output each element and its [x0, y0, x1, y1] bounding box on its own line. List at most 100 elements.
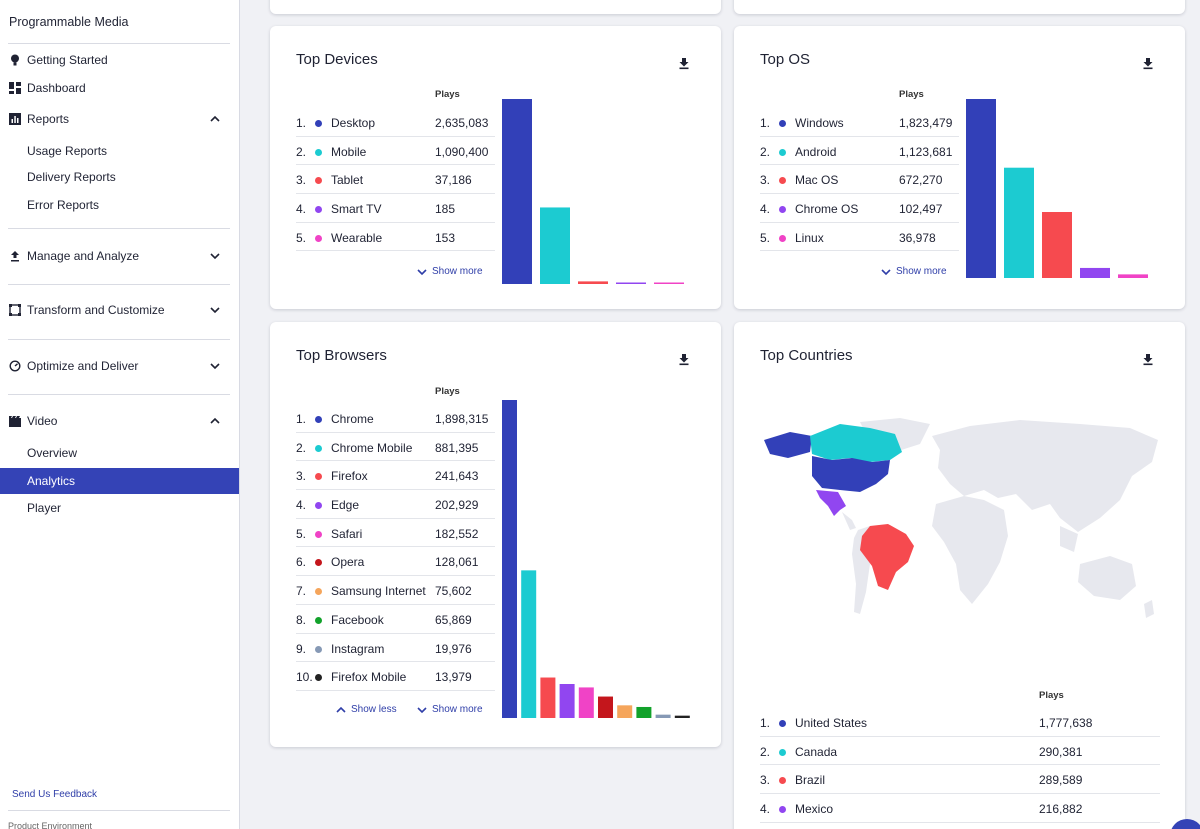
bar[interactable] [559, 684, 575, 718]
bar[interactable] [1042, 212, 1072, 278]
list-item: 10. Firefox Mobile 13,979 [296, 662, 495, 691]
legend-dot [779, 748, 786, 756]
chevron-down-icon[interactable] [209, 250, 221, 262]
item-name: Mobile [331, 144, 367, 159]
sidebar-item-label: Dashboard [27, 81, 86, 95]
top-browsers-card: Top Browsers Plays 1. Chrome 1,898,315 2. Ch… [270, 322, 721, 747]
sidebar-item-dashboard[interactable]: Dashboard [0, 75, 239, 101]
devices-list: 1. Desktop 2,635,083 2. Mobile 1,090,400 3. Tab… [296, 108, 495, 252]
sidebar-item-delivery-reports[interactable]: Delivery Reports [27, 170, 116, 184]
item-value: 128,061 [435, 555, 479, 570]
list-item: 5. Linux 36,978 [760, 223, 959, 252]
item-name: Chrome [331, 412, 374, 426]
legend-dot [315, 444, 322, 452]
rank-number: 5. [296, 230, 307, 245]
show-more-label: Show more [432, 704, 483, 715]
bar[interactable] [674, 715, 690, 718]
show-more-button[interactable]: Show more [417, 266, 483, 277]
rank-number: 4. [296, 498, 307, 513]
item-name: Tablet [331, 173, 364, 188]
list-item: 4. Smart TV 185 [296, 194, 495, 223]
countries-list: 1. United States 1,777,638 2. Canada 290,381 3… [760, 708, 1160, 823]
legend-dot [779, 177, 786, 185]
item-name: Edge [331, 498, 360, 513]
top-countries-card: Top Countries Plays 1. United States 1,777… [734, 322, 1185, 829]
os-list: 1. Windows 1,823,479 2. Android 1,123,681 3. Ma… [760, 108, 959, 252]
download-icon[interactable] [677, 56, 691, 70]
chevron-up-icon[interactable] [209, 113, 221, 125]
list-item: 4. Mexico 216,882 [760, 794, 1160, 823]
bar[interactable] [655, 714, 671, 718]
legend-dot [315, 473, 322, 481]
legend-dot [779, 148, 786, 156]
sidebar-item-getting-started[interactable]: Getting Started [0, 47, 239, 73]
chat-button[interactable] [1170, 819, 1200, 829]
sidebar-item-error-reports[interactable]: Error Reports [27, 198, 100, 212]
bar[interactable] [654, 282, 684, 285]
item-value: 75,602 [435, 584, 472, 599]
sidebar-item-manage-and-analyze[interactable]: Manage and Analyze [0, 243, 239, 269]
sidebar-item-optimize-and-deliver[interactable]: Optimize and Deliver [0, 353, 239, 379]
bar[interactable] [540, 677, 556, 718]
bar[interactable] [636, 706, 652, 718]
list-item: 2. Mobile 1,090,400 [296, 137, 495, 166]
environment-label: Product Environment [8, 821, 93, 829]
card-title: Top Countries [760, 347, 853, 364]
download-icon[interactable] [1141, 56, 1155, 70]
bar[interactable] [1004, 167, 1034, 278]
sidebar-item-transform-and-customize[interactable]: Transform and Customize [0, 297, 239, 323]
chevron-down-icon[interactable] [209, 360, 221, 372]
sidebar-item-player[interactable]: Player [27, 501, 62, 515]
item-name: Desktop [331, 116, 376, 130]
item-value: 1,777,638 [1039, 716, 1093, 730]
list-item: 3. Mac OS 672,270 [760, 165, 959, 195]
list-item: 3. Firefox 241,643 [296, 461, 495, 491]
map-region [842, 512, 856, 530]
list-item: 3. Tablet 37,186 [296, 165, 495, 195]
chevron-down-icon [417, 268, 427, 275]
rank-number: 1. [760, 116, 771, 130]
item-name: Brazil [795, 773, 826, 788]
bar[interactable] [502, 99, 532, 284]
bar[interactable] [966, 99, 996, 278]
bar[interactable] [617, 705, 633, 718]
legend-dot [315, 674, 322, 682]
sidebar-item-overview[interactable]: Overview [27, 446, 78, 460]
bar[interactable] [1118, 274, 1148, 278]
bar[interactable] [578, 687, 594, 718]
chevron-up-icon[interactable] [209, 415, 221, 427]
bar[interactable] [521, 570, 537, 718]
sidebar-item-analytics[interactable]: Analytics [0, 468, 239, 494]
chevron-down-icon [417, 706, 427, 713]
sidebar-item-reports[interactable]: Reports [0, 106, 239, 132]
show-more-label: Show more [896, 266, 947, 277]
bar[interactable] [540, 207, 570, 284]
partial-card [270, 0, 721, 14]
download-icon[interactable] [677, 352, 691, 366]
list-item: 7. Samsung Internet 75,602 [296, 576, 495, 605]
chevron-down-icon [881, 268, 891, 275]
download-icon[interactable] [1141, 352, 1155, 366]
bar[interactable] [502, 400, 517, 718]
legend-dot [315, 234, 322, 242]
sidebar-item-usage-reports[interactable]: Usage Reports [27, 144, 108, 158]
divider [8, 43, 230, 44]
bar[interactable] [616, 282, 646, 285]
bar[interactable] [1080, 267, 1110, 278]
bar[interactable] [578, 281, 608, 284]
sidebar-item-video[interactable]: Video [0, 408, 239, 434]
show-more-button[interactable]: Show more [417, 704, 483, 715]
item-name: Firefox [331, 469, 368, 484]
send-feedback-link[interactable]: Send Us Feedback [12, 789, 98, 800]
bar-chart-svg [966, 99, 1148, 278]
card-title: Top Devices [296, 51, 378, 68]
item-value: 182,552 [435, 526, 479, 541]
list-item: 4. Edge 202,929 [296, 490, 495, 519]
chevron-down-icon[interactable] [209, 304, 221, 316]
show-less-button[interactable]: Show less [336, 704, 397, 715]
item-name: Wearable [331, 230, 383, 245]
show-more-button[interactable]: Show more [881, 266, 947, 277]
os-bar-chart [966, 97, 1156, 278]
bar[interactable] [598, 696, 613, 718]
legend-dot [779, 777, 786, 785]
